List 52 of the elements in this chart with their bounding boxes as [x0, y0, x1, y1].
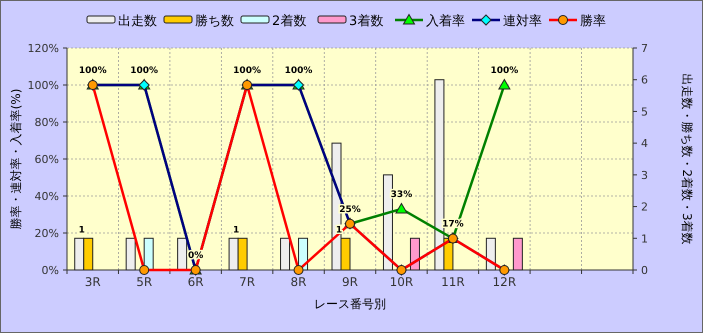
bar	[486, 238, 496, 270]
y2-tick-label: 6	[641, 74, 648, 87]
x-tick-label: 12R	[492, 275, 516, 289]
data-label: 100%	[490, 66, 518, 76]
y-tick-label: 80%	[34, 116, 59, 129]
legend-label: 連対率	[503, 13, 542, 29]
x-tick-label: 5R	[136, 275, 152, 289]
bar	[410, 238, 420, 270]
legend-label: 勝率	[580, 13, 606, 29]
bar	[126, 238, 136, 270]
x-tick-label: 3R	[84, 275, 101, 289]
y2-tick-label: 4	[641, 137, 648, 150]
data-label: 1	[78, 225, 85, 236]
y2-tick-label: 3	[641, 168, 648, 182]
legend-label: 出走数	[118, 14, 157, 29]
data-label: 1	[232, 225, 240, 236]
data-label: 100%	[130, 66, 158, 76]
bar	[177, 238, 188, 270]
y-tick-label: 60%	[34, 153, 59, 166]
y-tick-label: 120%	[28, 42, 59, 55]
data-label: 100%	[284, 66, 312, 76]
x-axis-title: レース番号別	[314, 297, 386, 311]
data-label: 100%	[233, 66, 261, 76]
y-axis-title: 勝率・連対率・入着率(%)	[9, 88, 23, 230]
y2-tick-label: 2	[641, 200, 648, 214]
y2-tick-label: 5	[641, 105, 648, 118]
y-tick-label: 0%	[42, 264, 59, 277]
y2-axis-title: 出走数・勝ち数・2着数・3着数	[680, 73, 694, 245]
point	[498, 79, 510, 90]
x-tick-label: 10R	[390, 275, 414, 289]
point	[294, 265, 304, 275]
y-tick-label: 100%	[28, 79, 59, 92]
y2-tick-label: 1	[641, 232, 648, 246]
data-label: 100%	[78, 66, 107, 76]
legend-label: 勝ち数	[195, 14, 234, 29]
y-tick-label: 40%	[34, 190, 59, 203]
point	[139, 265, 150, 275]
x-tick-label: 8R	[290, 275, 307, 289]
legend-label: 3着数	[349, 13, 384, 29]
x-tick-label: 9R	[342, 275, 358, 289]
bar	[382, 174, 393, 270]
x-tick-label: 11R	[441, 275, 465, 289]
y2-tick-label: 0	[641, 264, 648, 277]
x-tick-label: 6R	[188, 275, 204, 289]
y2-tick-label: 7	[641, 42, 648, 55]
bar	[512, 238, 523, 270]
x-tick-label: 7R	[239, 275, 256, 289]
point	[395, 202, 408, 214]
legend-label: 入着率	[426, 13, 465, 29]
y-tick-label: 20%	[34, 227, 59, 240]
bar	[280, 238, 290, 270]
legend-label: 2着数	[272, 13, 306, 29]
